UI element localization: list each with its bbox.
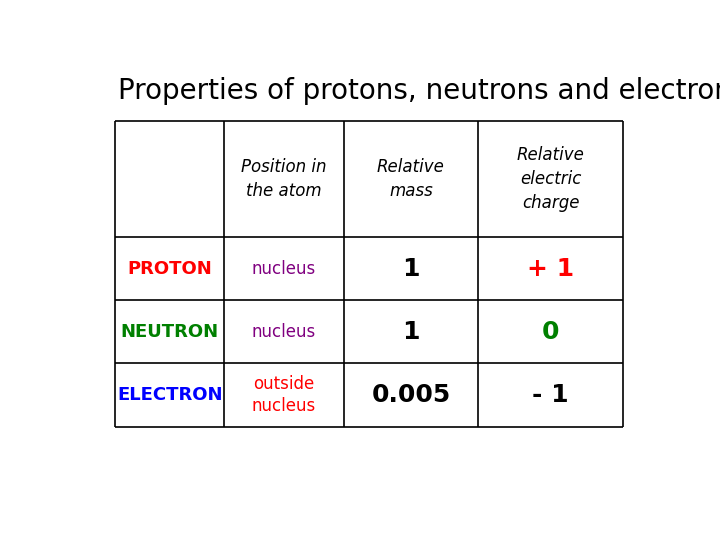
Text: Relative
mass: Relative mass [377,158,445,200]
Text: 0.005: 0.005 [372,383,451,407]
Text: PROTON: PROTON [127,260,212,278]
Text: outside
nucleus: outside nucleus [252,375,316,415]
Text: 0: 0 [541,320,559,344]
Text: 1: 1 [402,320,420,344]
Text: NEUTRON: NEUTRON [121,323,219,341]
Text: nucleus: nucleus [252,323,316,341]
Text: ELECTRON: ELECTRON [117,386,222,404]
Text: nucleus: nucleus [252,260,316,278]
Text: Properties of protons, neutrons and electrons: Properties of protons, neutrons and elec… [118,77,720,105]
Text: - 1: - 1 [532,383,569,407]
Text: Relative
electric
charge: Relative electric charge [516,146,585,212]
Text: 1: 1 [402,256,420,281]
Text: Position in
the atom: Position in the atom [241,158,327,200]
Text: + 1: + 1 [527,256,574,281]
